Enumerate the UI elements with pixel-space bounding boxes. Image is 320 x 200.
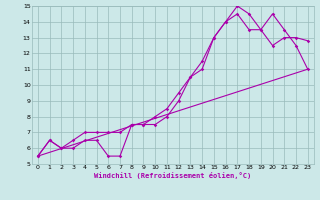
X-axis label: Windchill (Refroidissement éolien,°C): Windchill (Refroidissement éolien,°C) xyxy=(94,172,252,179)
